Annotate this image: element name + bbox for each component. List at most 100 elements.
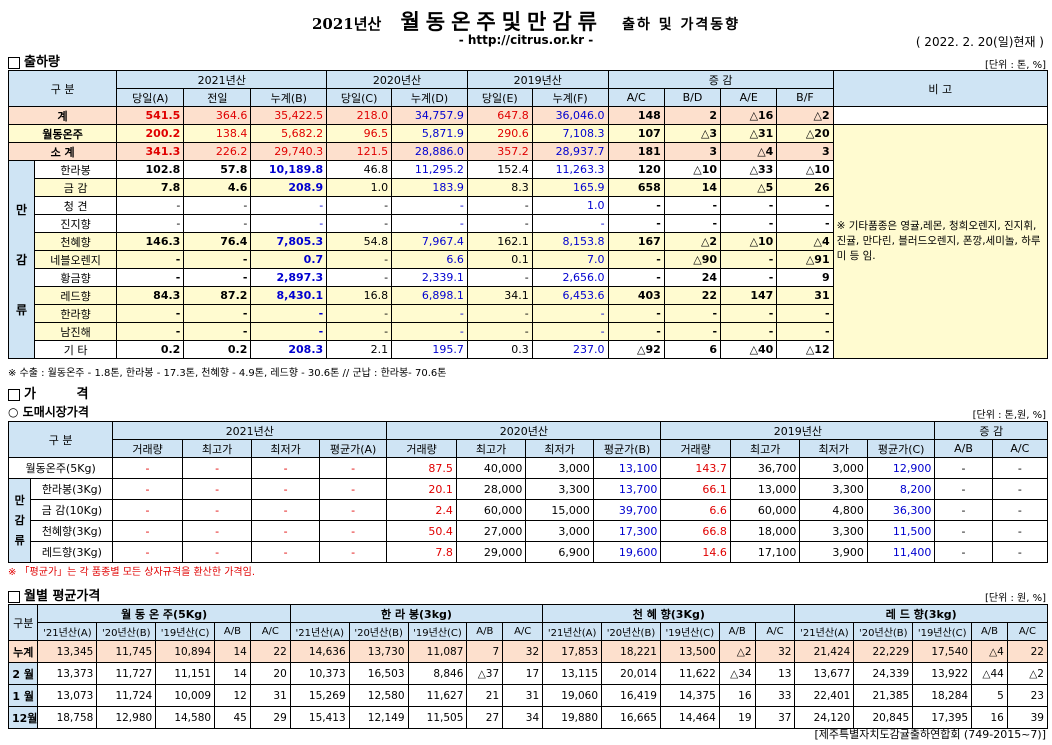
table-cell: 658 — [607, 178, 665, 197]
table-cell: - — [181, 499, 253, 521]
table-row: 만 감 류 한라봉(3Kg) - - - -20.1 28,000 3,300 13,700 66.1… — [7, 478, 1049, 563]
table-row: 천혜향(3Kg) - - - -50.4 27,000 3,000 17,300 66.8 18,… — [9, 520, 1049, 542]
manggam-char: 만 — [15, 202, 27, 217]
table-cell: 28,886.0 — [391, 142, 468, 161]
table-cell: - — [720, 214, 778, 233]
table-cell: 14 — [663, 178, 722, 197]
table-cell: 31 — [502, 684, 544, 707]
table-cell: 7.0 — [531, 250, 609, 269]
table-cell: 17,395 — [912, 706, 973, 729]
column-header: '20년산(B) — [601, 622, 661, 641]
table-cell: - — [116, 250, 185, 269]
table-cell: 2,656.0 — [531, 268, 609, 287]
shipment-unit: [단위 : 톤, %] — [985, 60, 1046, 71]
table-cell: - — [720, 268, 778, 287]
table-cell: 0.1 — [466, 250, 533, 269]
table-cell: 11,151 — [155, 662, 216, 685]
row-label: 월동온주 — [7, 124, 118, 143]
table-cell: - — [251, 457, 320, 479]
row-label: 1 월 — [7, 684, 39, 707]
table-cell: 2 — [663, 106, 722, 125]
table-cell: - — [183, 250, 252, 269]
table-cell: 32 — [502, 640, 544, 663]
table-row: 진지향 - - - - - - - - - - - — [9, 214, 1048, 233]
row-label: 12월 — [7, 706, 39, 729]
column-header: 당일(E) — [466, 88, 533, 107]
table-cell: - — [183, 214, 252, 233]
table-cell: 218.0 — [326, 106, 393, 125]
table-cell: 21,385 — [853, 684, 914, 707]
table-cell: 6.6 — [391, 250, 468, 269]
row-label: 한라향 — [33, 304, 118, 323]
table-cell: 541.5 — [116, 106, 185, 125]
table-cell: 35,422.5 — [250, 106, 328, 125]
table-cell: - — [250, 214, 328, 233]
row-label: 청 견 — [33, 196, 118, 215]
table-cell: 13,073 — [37, 684, 98, 707]
table-cell: 7.8 — [116, 178, 185, 197]
column-header: 누계(F) — [531, 88, 609, 107]
table-cell: 22,229 — [853, 640, 914, 663]
table-cell: - — [720, 250, 778, 269]
manggam-char: 만 — [14, 493, 25, 507]
table-cell: 5,682.2 — [250, 124, 328, 143]
table-cell: 14.6 — [660, 541, 731, 563]
table-cell: 183.9 — [391, 178, 468, 197]
row-label: 기 타 — [33, 340, 118, 359]
table-cell: - — [181, 541, 253, 563]
table-cell: 13,000 — [729, 478, 801, 500]
table-cell: - — [326, 268, 393, 287]
main-title: 월동온주및만감류 — [400, 9, 603, 34]
table-cell: △10 — [776, 160, 834, 179]
shipment-title-text: 출하량 — [24, 55, 60, 70]
table-cell: 24,339 — [853, 662, 914, 685]
table-cell: - — [391, 214, 468, 233]
table-cell: 19,600 — [592, 541, 662, 563]
column-header: A/B — [718, 622, 756, 641]
table-cell: 22 — [249, 640, 291, 663]
table-cell: 19,880 — [542, 706, 603, 729]
table-cell: 36,046.0 — [531, 106, 609, 125]
monthly-group-header: 레 드 향(3kg) — [794, 604, 1048, 623]
monthly-unit: [단위 : 원, %] — [985, 593, 1046, 604]
column-header: 당일(C) — [326, 88, 393, 107]
table-cell: 40,000 — [455, 457, 527, 479]
note-cell: ※ 기타품종은 영귤,레몬, 청희오렌지, 진지휘, 진귤, 만다린, 블러드오… — [832, 124, 1049, 359]
table-cell: 13 — [754, 662, 796, 685]
table-cell: 6,898.1 — [391, 286, 468, 305]
table-cell: - — [251, 478, 320, 500]
table-cell: - — [934, 520, 993, 542]
manggam-char: 감 — [15, 252, 27, 267]
table-cell: 32 — [754, 640, 796, 663]
table-row: 청 견 - - - - - -1.0- - - - — [9, 196, 1048, 215]
table-cell: 16,503 — [348, 662, 409, 685]
price-footnote: ※ 「평균가」는 각 품종별 모든 상자규격을 환산한 가격임. — [8, 567, 256, 578]
table-cell: - — [112, 541, 183, 563]
table-cell: 28,000 — [455, 478, 527, 500]
col-2019: 2019년산 — [466, 70, 609, 89]
column-header: '20년산(B) — [348, 622, 409, 641]
table-cell: - — [991, 520, 1049, 542]
row-label: 레드향 — [33, 286, 118, 305]
table-cell: △20 — [776, 124, 834, 143]
table-cell: 11,724 — [96, 684, 157, 707]
table-cell: 11,745 — [96, 640, 157, 663]
table-cell: - — [776, 322, 834, 341]
monthly-group-header: 한 라 봉(3kg) — [289, 604, 544, 623]
table-row: 1 월 13,073 11,724 10,009 12 31 15,269 12,580 11,… — [7, 684, 1049, 707]
table-cell: 29,740.3 — [250, 142, 328, 161]
table-cell: - — [326, 322, 393, 341]
table-cell: 2,897.3 — [250, 268, 328, 287]
table-row: 계 541.5 364.6 35,422.5 218.0 34,757.9 647.8 36,… — [7, 106, 1049, 125]
column-header: 최고가 — [181, 439, 253, 458]
table-cell: 8,846 — [407, 662, 468, 685]
table-cell: 1.0 — [326, 178, 393, 197]
table-cell: 10,373 — [289, 662, 350, 685]
column-header: A/B — [214, 622, 251, 641]
table-cell: - — [181, 520, 253, 542]
table-cell: - — [251, 520, 320, 542]
table-cell: △16 — [720, 106, 778, 125]
col-change: 증 감 — [607, 70, 834, 89]
table-cell: 19,060 — [542, 684, 603, 707]
col-note: 비 고 — [832, 70, 1049, 107]
